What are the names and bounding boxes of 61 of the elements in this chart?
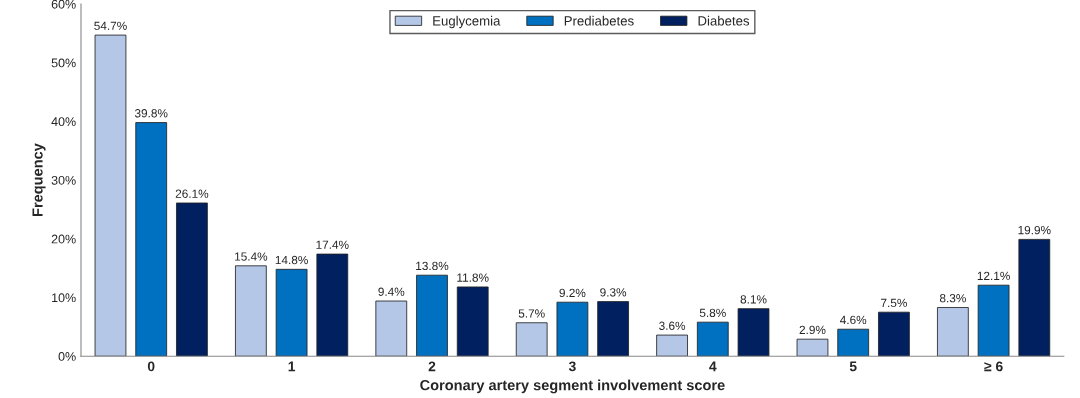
y-tick-label: 30% bbox=[51, 175, 76, 185]
bar bbox=[878, 311, 910, 357]
bar bbox=[796, 338, 829, 357]
y-axis-title: Frequency bbox=[32, 143, 46, 216]
y-tick-label: 10% bbox=[52, 293, 76, 303]
data-label: 26.1% bbox=[175, 189, 209, 198]
y-tick-label: 60% bbox=[51, 0, 76, 9]
data-label: 3.6% bbox=[659, 321, 686, 330]
x-tick-label: 1 bbox=[288, 361, 296, 372]
data-label: 5.8% bbox=[699, 308, 726, 318]
x-tick-label: 2 bbox=[428, 361, 436, 372]
x-axis-title: Coronary artery segment involvement score bbox=[420, 379, 725, 394]
data-label: 9.2% bbox=[559, 288, 586, 298]
bar bbox=[416, 274, 448, 357]
data-label: 4.6% bbox=[840, 315, 867, 325]
y-tick-label: 40% bbox=[51, 117, 76, 127]
data-label: 15.4% bbox=[235, 252, 268, 261]
x-tick-label: 4 bbox=[709, 361, 717, 372]
bar bbox=[1018, 238, 1051, 357]
bar bbox=[275, 268, 308, 357]
x-tick-label: 0 bbox=[147, 361, 155, 372]
legend-label: Euglycemia bbox=[433, 15, 501, 29]
data-label: 8.1% bbox=[740, 295, 767, 304]
data-label: 11.8% bbox=[457, 273, 489, 282]
data-label: 2.9% bbox=[799, 325, 826, 335]
y-tick-label: 20% bbox=[51, 234, 76, 244]
data-label: 5.7% bbox=[518, 309, 545, 318]
bar bbox=[515, 322, 548, 357]
bar bbox=[556, 301, 589, 357]
bar bbox=[316, 253, 349, 357]
bar bbox=[837, 328, 870, 357]
data-label: 9.4% bbox=[378, 287, 405, 296]
data-label: 12.1% bbox=[977, 271, 1010, 281]
bar bbox=[937, 307, 969, 357]
y-tick-label: 0% bbox=[58, 352, 76, 361]
x-tick-label: 5 bbox=[849, 361, 857, 372]
bar bbox=[94, 34, 127, 357]
data-label: 9.3% bbox=[600, 288, 627, 297]
bar bbox=[737, 308, 770, 357]
data-label: 39.8% bbox=[134, 109, 168, 118]
y-tick-label: 50% bbox=[51, 58, 76, 68]
data-label: 17.4% bbox=[316, 240, 349, 249]
data-label: 13.8% bbox=[416, 261, 449, 271]
bar bbox=[656, 334, 688, 357]
data-label: 7.5% bbox=[881, 298, 907, 308]
data-label: 14.8% bbox=[275, 255, 308, 265]
bar bbox=[375, 300, 408, 357]
data-label: 8.3% bbox=[939, 294, 966, 303]
bar bbox=[696, 321, 729, 357]
bar bbox=[456, 286, 489, 357]
data-label: 54.7% bbox=[94, 21, 127, 30]
bar bbox=[176, 202, 208, 357]
bar bbox=[235, 265, 267, 357]
data-label: 19.9% bbox=[1018, 225, 1051, 235]
bar bbox=[597, 301, 629, 357]
x-tick-label: 3 bbox=[568, 361, 576, 372]
bar bbox=[135, 122, 168, 357]
legend-label: Prediabetes bbox=[564, 15, 634, 26]
x-tick-label: ≥ 6 bbox=[984, 361, 1003, 372]
bar bbox=[977, 284, 1010, 357]
legend-label: Diabetes bbox=[698, 15, 750, 26]
